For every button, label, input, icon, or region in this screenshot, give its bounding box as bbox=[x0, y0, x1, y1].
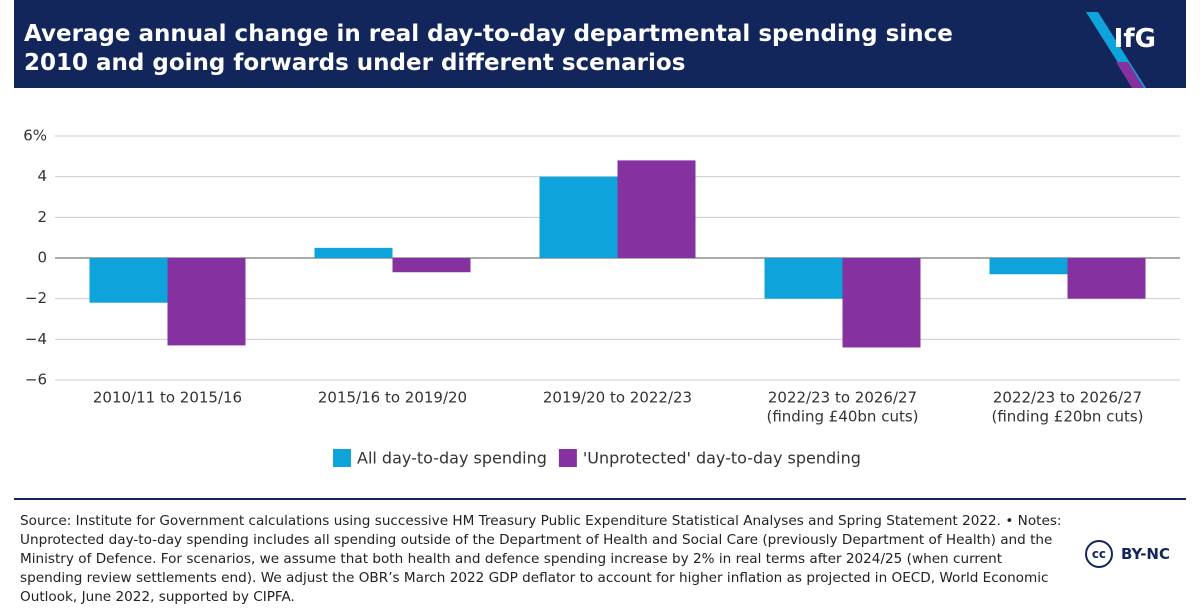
x-tick-label: 2022/23 to 2026/27 bbox=[768, 389, 917, 407]
bar bbox=[392, 258, 471, 273]
bar bbox=[764, 258, 843, 299]
logo: IfG bbox=[1113, 24, 1156, 54]
footer: Source: Institute for Government calcula… bbox=[14, 498, 1186, 605]
bar bbox=[1067, 258, 1146, 299]
bar bbox=[989, 258, 1068, 275]
y-tick-label: −4 bbox=[25, 330, 47, 348]
y-tick-label: 0 bbox=[37, 249, 47, 267]
legend-swatch bbox=[333, 449, 351, 467]
bar bbox=[539, 176, 618, 258]
x-tick-label: (finding £20bn cuts) bbox=[991, 408, 1143, 426]
y-tick-label: 2 bbox=[37, 208, 47, 226]
logo-stripes bbox=[1086, 12, 1146, 88]
bar bbox=[617, 160, 696, 258]
bar bbox=[842, 258, 921, 348]
y-tick-label: −6 bbox=[25, 371, 47, 389]
header: Average annual change in real day-to-day… bbox=[14, 0, 1186, 88]
x-tick-label: 2019/20 to 2022/23 bbox=[543, 389, 692, 407]
bar bbox=[89, 258, 168, 303]
x-tick-label: 2022/23 to 2026/27 bbox=[993, 389, 1142, 407]
cc-icon: cc bbox=[1084, 540, 1113, 568]
license: cc BY-NC bbox=[1084, 540, 1170, 568]
y-tick-label: 6% bbox=[23, 127, 47, 145]
license-text: BY-NC bbox=[1120, 545, 1170, 563]
chart: 6% 4 2 0 −2 −4 −6 2010/11 to 2015/16 2015/16 to … bbox=[23, 127, 1180, 468]
legend-label: All day-to-day spending bbox=[357, 449, 547, 468]
legend: All day-to-day spending 'Unprotected' day… bbox=[333, 449, 861, 468]
legend-label: 'Unprotected' day-to-day spending bbox=[583, 449, 861, 468]
source-note: Source: Institute for Government calcula… bbox=[20, 513, 1062, 605]
x-tick-label: (finding £40bn cuts) bbox=[766, 408, 918, 426]
chart-title: Average annual change in real day-to-day… bbox=[24, 21, 953, 76]
y-tick-label: −2 bbox=[25, 289, 47, 307]
bar bbox=[167, 258, 246, 346]
x-tick-label: 2010/11 to 2015/16 bbox=[93, 389, 242, 407]
x-tick-label: 2015/16 to 2019/20 bbox=[318, 389, 467, 407]
legend-swatch bbox=[558, 449, 577, 467]
y-tick-label: 4 bbox=[37, 167, 47, 185]
bar bbox=[314, 247, 393, 258]
